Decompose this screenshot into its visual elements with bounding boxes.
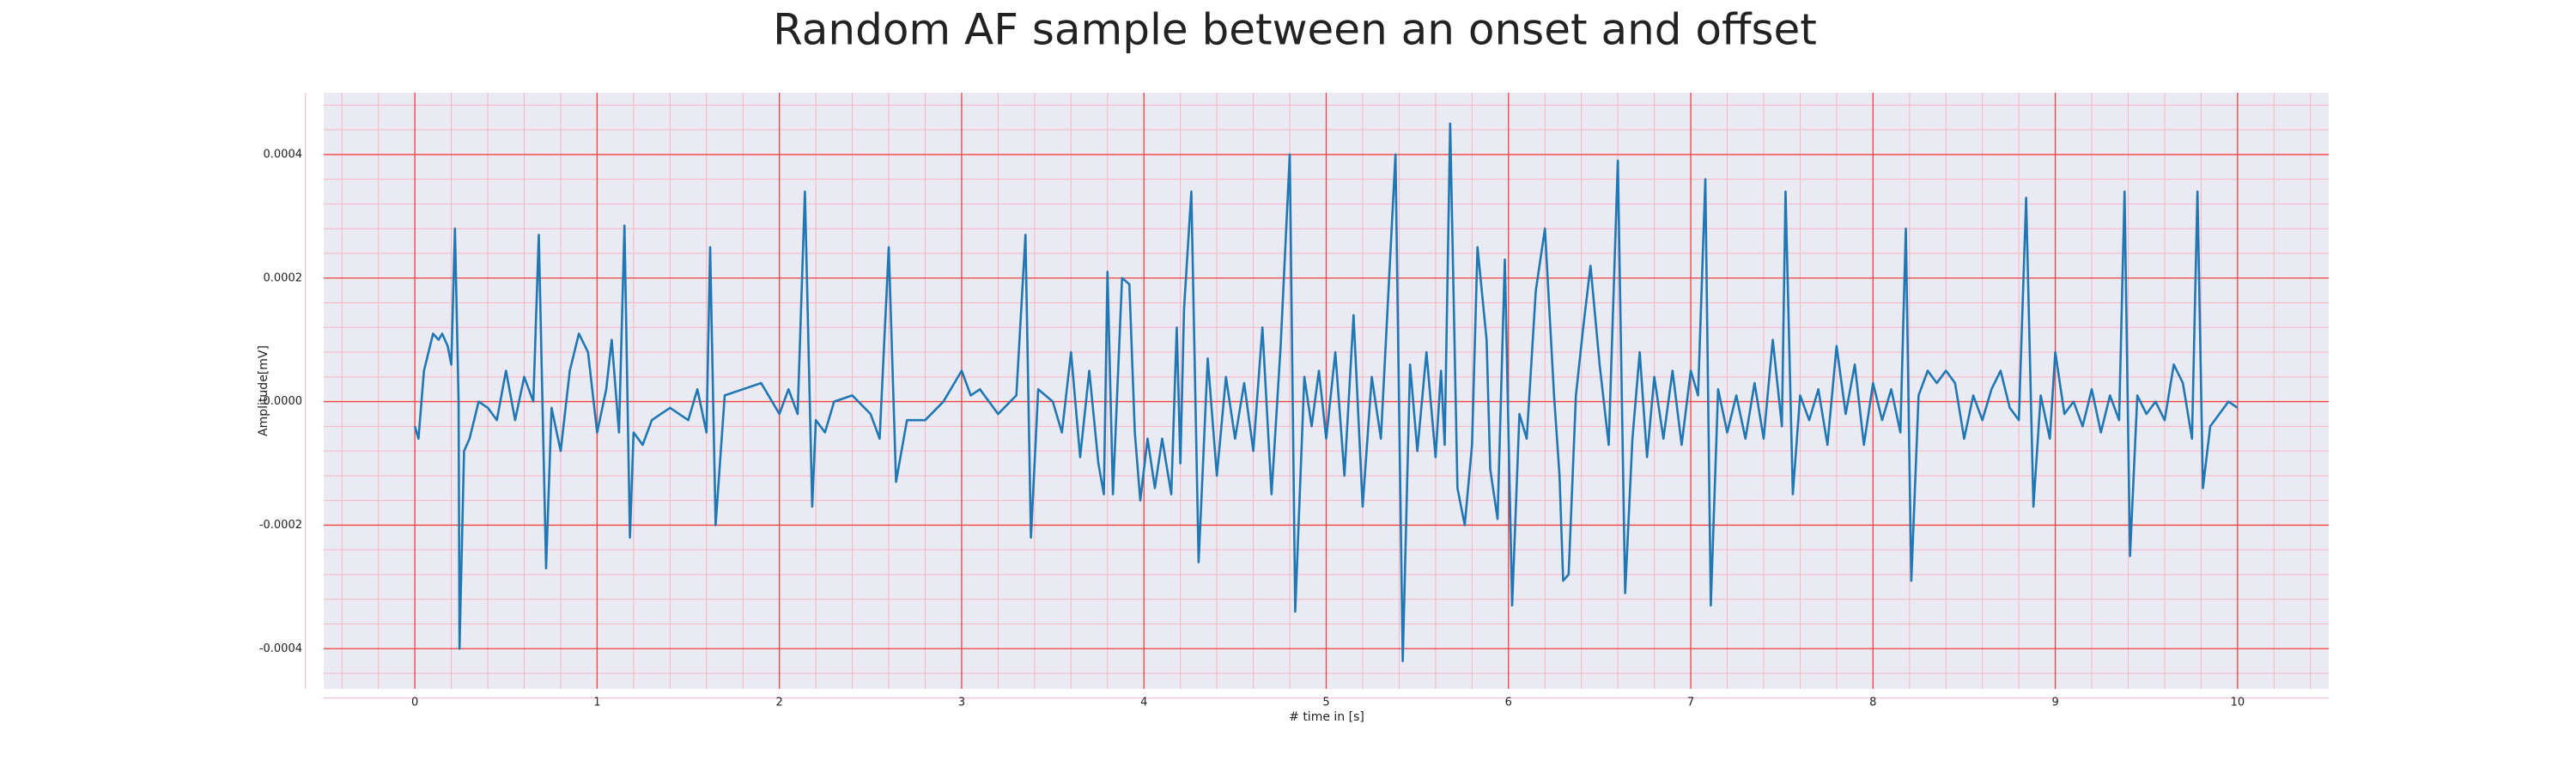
x-tick-label: 4 <box>1140 697 1147 709</box>
x-tick-label: 9 <box>2051 697 2058 709</box>
signal-line <box>413 122 2239 662</box>
x-tick-label: 7 <box>1687 697 1694 709</box>
x-tick-label: 0 <box>411 697 418 709</box>
x-tick-label: 2 <box>776 697 783 709</box>
y-tick-label: 0.0000 <box>264 395 303 408</box>
y-tick-label: 0.0002 <box>264 271 303 284</box>
y-tick-label: -0.0002 <box>259 519 302 532</box>
x-tick-label: 6 <box>1505 697 1512 709</box>
y-tick-label: 0.0004 <box>264 148 303 161</box>
x-tick-label: 3 <box>958 697 965 709</box>
x-tick-label: 10 <box>2231 697 2245 709</box>
x-axis-label: # time in [s] <box>1289 710 1364 724</box>
x-tick-label: 8 <box>1869 697 1876 709</box>
x-tick-label: 5 <box>1322 697 1329 709</box>
x-tick-label: 1 <box>593 697 600 709</box>
y-tick-label: -0.0004 <box>259 642 302 655</box>
chart-title: Random AF sample between an onset and of… <box>773 5 1817 55</box>
y-axis-label: Amplitude[mV] <box>257 345 270 436</box>
